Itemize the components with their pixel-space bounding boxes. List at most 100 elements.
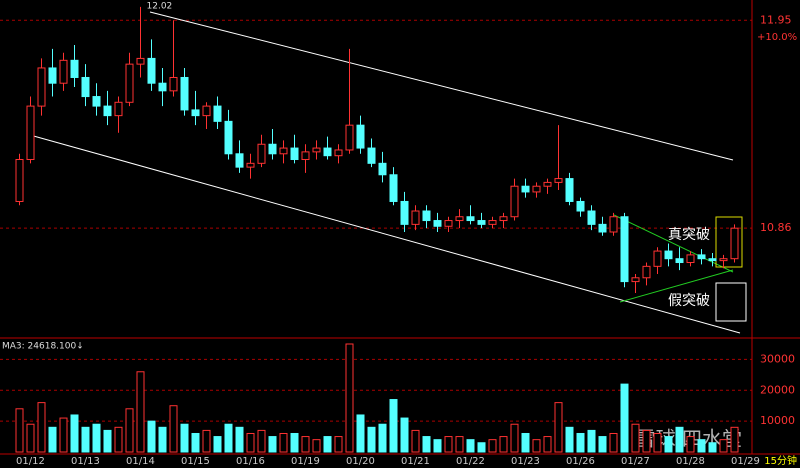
annotation: 假突破	[668, 293, 710, 309]
volume-bar	[26, 423, 35, 453]
candle-body	[345, 124, 354, 151]
volume-bar	[290, 432, 299, 453]
candle-body	[70, 59, 79, 78]
candle-body	[433, 220, 442, 227]
volume-bar	[312, 439, 321, 453]
candle-body	[521, 185, 530, 193]
volume-bar	[444, 436, 453, 453]
volume-bar	[422, 436, 431, 453]
candle-body	[631, 277, 640, 283]
x-tick-label: 01/26	[566, 456, 595, 467]
candle-body	[114, 101, 123, 117]
y-tick-label: 10000	[760, 414, 795, 427]
volume-bar	[70, 414, 79, 453]
volume-bar	[477, 442, 486, 453]
candle-body	[202, 105, 211, 117]
candle-body	[169, 76, 178, 92]
candle-body	[455, 216, 464, 222]
volume-bar	[730, 426, 739, 453]
period-label: 15分钟	[764, 454, 797, 467]
candle-body	[92, 96, 101, 107]
volume-bar	[136, 371, 145, 453]
candle-body	[59, 59, 68, 84]
x-tick-label: 01/12	[16, 456, 45, 467]
candle-body	[499, 216, 508, 222]
volume-bar	[301, 436, 310, 453]
annotation: 真突破	[668, 227, 710, 243]
volume-bar	[697, 439, 706, 453]
triangle-line	[619, 269, 734, 303]
volume-bar	[455, 436, 464, 453]
candle-body	[488, 220, 497, 225]
volume-bar	[180, 423, 189, 453]
volume-bar	[92, 423, 101, 453]
candle-body	[323, 147, 332, 157]
volume-bar	[235, 426, 244, 453]
y-tick-label: 11.95	[760, 13, 792, 26]
volume-bar	[587, 429, 596, 453]
candle-body	[290, 147, 299, 161]
x-tick-label: 01/23	[511, 456, 540, 467]
candle-body	[279, 147, 288, 155]
candle-body	[312, 147, 321, 153]
volume-bar	[664, 436, 673, 453]
volume-bar	[125, 408, 134, 453]
candle-body	[125, 63, 134, 103]
candle-body	[664, 250, 673, 260]
volume-bar	[147, 420, 156, 453]
x-tick-label: 01/20	[346, 456, 375, 467]
x-tick-label: 01/14	[126, 456, 155, 467]
candle-body	[466, 216, 475, 222]
volume-bar	[279, 432, 288, 453]
candle-body	[576, 200, 585, 212]
volume-bar	[433, 439, 442, 453]
fake-box	[715, 282, 747, 322]
volume-bar	[609, 432, 618, 453]
candle-body	[103, 105, 112, 117]
candle-body	[37, 67, 46, 107]
candle-body	[620, 216, 629, 283]
volume-bar	[268, 436, 277, 453]
candle-body	[565, 178, 574, 202]
volume-title: MA3: 24618.100↓	[2, 342, 84, 352]
volume-bar	[59, 417, 68, 453]
volume-bar	[708, 442, 717, 453]
candle-body	[356, 124, 365, 149]
x-tick-label: 01/16	[236, 456, 265, 467]
candle-body	[268, 143, 277, 155]
candle-body	[301, 151, 310, 161]
volume-bar	[488, 439, 497, 453]
candle-body	[697, 254, 706, 260]
x-tick-label: 01/13	[71, 456, 100, 467]
volume-bar	[334, 436, 343, 453]
candle-body	[213, 105, 222, 122]
volume-bar	[620, 383, 629, 453]
volume-bar	[642, 429, 651, 453]
volume-bar	[48, 426, 57, 453]
volume-bar	[378, 423, 387, 453]
volume-bar	[345, 343, 354, 453]
pct-label: +10.0%	[757, 32, 797, 43]
candle-body	[389, 174, 398, 202]
volume-bar	[81, 426, 90, 453]
volume-bar	[37, 402, 46, 453]
volume-bar	[466, 439, 475, 453]
candle-body	[136, 57, 145, 65]
candle-body	[609, 216, 618, 233]
volume-bar	[719, 439, 728, 453]
x-tick-label: 01/27	[621, 456, 650, 467]
candle-body	[257, 143, 266, 164]
y-tick-label: 30000	[760, 352, 795, 365]
volume-bar	[411, 429, 420, 453]
candle-body	[653, 250, 662, 267]
candle-body	[730, 227, 739, 260]
volume-bar	[565, 426, 574, 453]
x-tick-label: 01/15	[181, 456, 210, 467]
candle-body	[422, 210, 431, 222]
candle-body	[15, 159, 24, 202]
breakout-box	[715, 216, 743, 268]
candle-body	[378, 162, 387, 176]
candle-body	[180, 76, 189, 111]
volume-bar	[653, 432, 662, 453]
